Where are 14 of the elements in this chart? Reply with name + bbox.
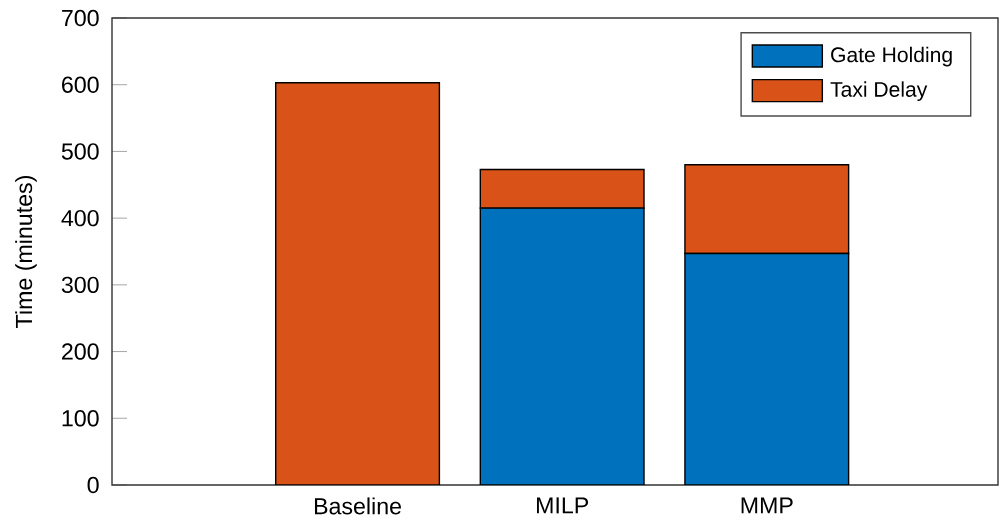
x-tick-label: Baseline — [314, 497, 401, 515]
y-tick-label: 300 — [61, 276, 99, 294]
y-axis-title: Time (minutes) — [15, 176, 37, 328]
y-tick-label: 700 — [62, 9, 99, 27]
y-tick-label: 100 — [62, 410, 99, 427]
y-tick-label: 600 — [62, 76, 99, 93]
y-tick-label: 0 — [87, 476, 99, 494]
x-tick-label: MILP — [537, 497, 589, 514]
y-tick-label: 500 — [61, 143, 99, 160]
legend-label: Gate Holding — [831, 46, 952, 67]
y-tick-label: 400 — [61, 209, 99, 227]
y-tick-label: 200 — [62, 343, 99, 360]
legend-label: Taxi Delay — [830, 81, 928, 102]
x-tick-label: MMP — [741, 497, 793, 514]
